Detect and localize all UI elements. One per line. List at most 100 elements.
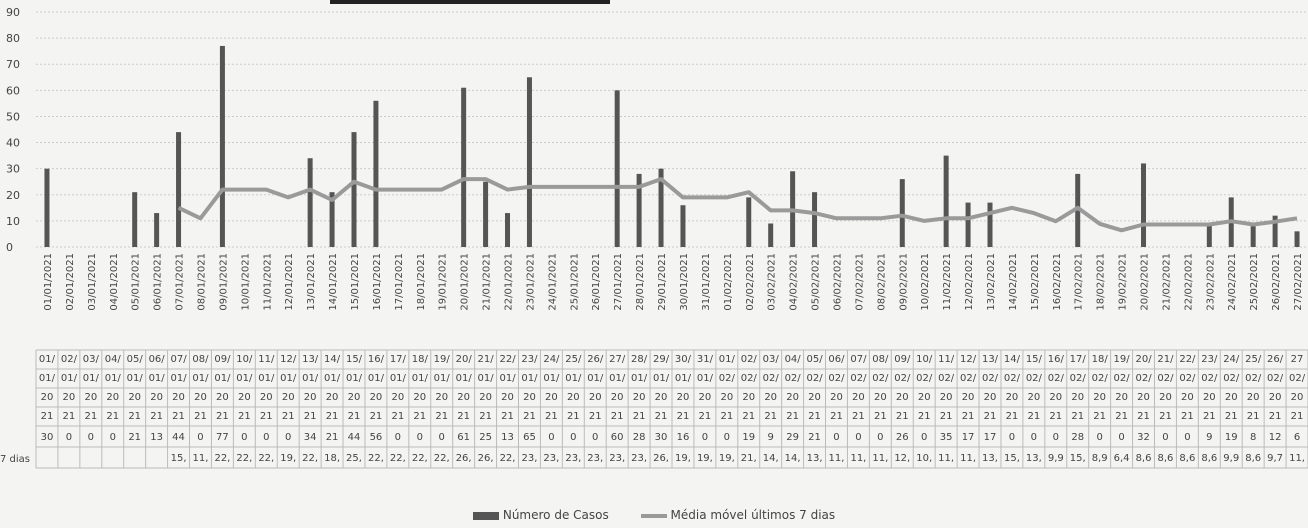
- y-tick-label: 90: [6, 6, 20, 19]
- legend-item-average: Média móvel últimos 7 dias: [640, 508, 835, 522]
- legend: Número de Casos Média móvel últimos 7 di…: [0, 508, 1308, 522]
- table-cell: 20: [1006, 392, 1019, 403]
- table-cell: 14/: [324, 354, 341, 365]
- table-cell: 20: [41, 392, 54, 403]
- x-tick-label: 02/02/2021: [745, 253, 756, 311]
- legend-item-cases: Número de Casos: [472, 508, 613, 522]
- table-cell: 01/: [105, 373, 122, 384]
- bar: [461, 87, 467, 247]
- table-cell: 20: [413, 392, 426, 403]
- table-cell: 30/: [675, 354, 692, 365]
- table-cell: 20: [304, 392, 317, 403]
- bar: [680, 205, 686, 247]
- table-cell: 20: [830, 392, 843, 403]
- table-cell: 11,: [938, 453, 954, 464]
- table-cell: 0: [592, 432, 598, 443]
- table-cell: 01/: [149, 373, 166, 384]
- x-tick-label: 07/02/2021: [854, 253, 865, 311]
- table-cell: 14,: [785, 453, 801, 464]
- table-cell: 02/: [872, 373, 889, 384]
- table-cell: 02/: [807, 373, 824, 384]
- table-cell: 21: [1137, 411, 1150, 422]
- table-cell: 02/: [916, 373, 933, 384]
- table-cell: 31/: [697, 354, 714, 365]
- table-cell: 20: [918, 392, 931, 403]
- x-tick-label: 24/02/2021: [1227, 253, 1238, 311]
- table-cell: 21: [326, 411, 339, 422]
- table-cell: 10/: [236, 354, 253, 365]
- table-cell: 11,: [872, 453, 888, 464]
- x-tick-label: 30/01/2021: [679, 253, 690, 311]
- bar: [154, 213, 160, 247]
- bar: [176, 132, 182, 247]
- x-tick-label: 18/01/2021: [416, 253, 427, 311]
- table-cell: 13/: [982, 354, 999, 365]
- table-cell: 19: [1225, 432, 1238, 443]
- x-tick-label: 17/02/2021: [1074, 253, 1085, 311]
- table-cell: 02/: [1289, 373, 1306, 384]
- bar: [1075, 173, 1081, 247]
- x-tick-label: 09/02/2021: [898, 253, 909, 311]
- table-cell: 21: [1115, 411, 1128, 422]
- table-cell: 20: [282, 392, 295, 403]
- table-cell: 20: [764, 392, 777, 403]
- table-cell: 25: [479, 432, 492, 443]
- table-cell: 16: [677, 432, 690, 443]
- table-cell: 01/: [39, 373, 56, 384]
- table-cell: 8,6: [1179, 453, 1195, 464]
- table-cell: 01/: [390, 373, 407, 384]
- x-tick-label: 16/01/2021: [372, 253, 383, 311]
- x-tick-label: 25/01/2021: [569, 253, 580, 311]
- table-cell: 26/: [587, 354, 604, 365]
- x-tick-label: 26/01/2021: [591, 253, 602, 311]
- table-cell: 01/: [61, 373, 78, 384]
- table-cell: 02/: [61, 354, 78, 365]
- table-cell: 11/: [258, 354, 275, 365]
- table-cell: 20: [984, 392, 997, 403]
- table-cell: 0: [724, 432, 730, 443]
- table-cell: 20: [1225, 392, 1238, 403]
- table-cell: 20: [501, 392, 514, 403]
- table-cell: 21: [84, 411, 97, 422]
- table-cell: 0: [1184, 432, 1190, 443]
- bar: [44, 168, 50, 247]
- legend-bar-swatch: [472, 511, 499, 520]
- table-cell: 28: [1071, 432, 1084, 443]
- table-cell: 0: [570, 432, 576, 443]
- table-cell: 0: [263, 432, 269, 443]
- x-tick-label: 22/01/2021: [504, 253, 515, 311]
- table-cell: 16/: [368, 354, 385, 365]
- table-cell: 23,: [565, 453, 581, 464]
- table-cell: 8: [1250, 432, 1256, 443]
- x-tick-label: 04/01/2021: [109, 253, 120, 311]
- table-cell: 07/: [850, 354, 867, 365]
- x-tick-label: 11/01/2021: [262, 253, 273, 311]
- table-cell: 21: [1093, 411, 1106, 422]
- table-cell: 29/: [653, 354, 670, 365]
- y-tick-label: 80: [6, 32, 20, 45]
- grid-lines: [36, 11, 1308, 248]
- table-cell: 21: [611, 411, 624, 422]
- table-cell: 06/: [828, 354, 845, 365]
- table-cell: 23,: [609, 453, 625, 464]
- table-cell: 22,: [412, 453, 428, 464]
- table-cell: 21: [172, 411, 185, 422]
- table-cell: 8,9: [1092, 453, 1108, 464]
- y-tick-label: 10: [6, 215, 20, 228]
- table-cell: 01/: [324, 373, 341, 384]
- table-cell: 0: [395, 432, 401, 443]
- table-cell: 02/: [1245, 373, 1262, 384]
- table-cell: 15/: [346, 354, 363, 365]
- table-cell: 20: [172, 392, 185, 403]
- bar: [307, 158, 313, 247]
- x-tick-label: 08/02/2021: [876, 253, 887, 311]
- table-cell: 20: [128, 392, 141, 403]
- table-cell: 21: [1247, 411, 1260, 422]
- table-cell: 9,9: [1223, 453, 1239, 464]
- x-tick-label: 08/01/2021: [197, 253, 208, 311]
- table-cell: 28: [633, 432, 646, 443]
- table-cell: 17/: [390, 354, 407, 365]
- bar: [526, 77, 532, 248]
- table-cell: 27: [1291, 354, 1304, 365]
- table-cell: 20: [435, 392, 448, 403]
